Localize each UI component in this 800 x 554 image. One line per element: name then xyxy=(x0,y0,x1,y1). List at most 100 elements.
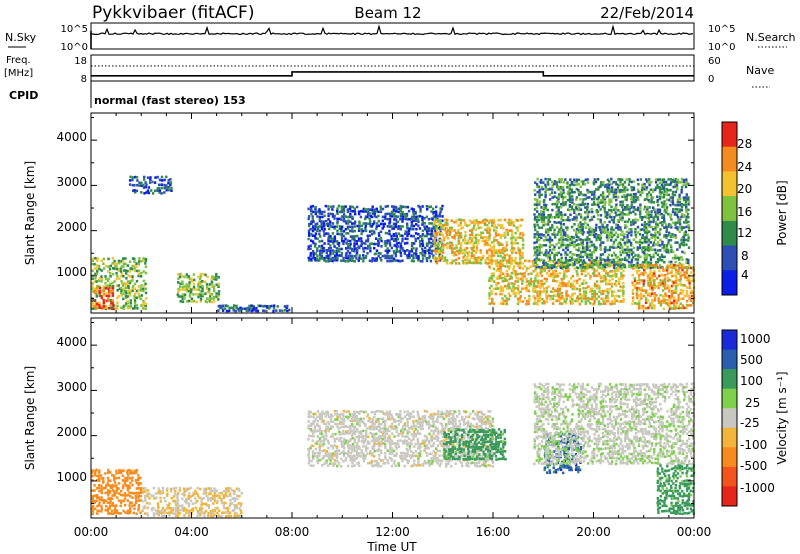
data-cell xyxy=(395,250,398,253)
data-cell xyxy=(640,272,643,275)
data-cell xyxy=(331,259,334,263)
data-cell xyxy=(373,208,376,211)
data-cell xyxy=(340,218,343,221)
data-cell xyxy=(474,241,478,244)
data-cell xyxy=(91,305,94,308)
data-cell xyxy=(336,222,339,225)
data-cell xyxy=(310,459,313,463)
data-cell xyxy=(626,248,629,251)
data-cell xyxy=(683,234,686,237)
data-cell xyxy=(514,241,518,245)
data-cell xyxy=(615,266,618,270)
data-cell xyxy=(640,279,644,282)
data-cell xyxy=(91,307,94,310)
data-cell xyxy=(681,292,684,295)
data-cell xyxy=(636,261,639,265)
data-cell xyxy=(331,240,334,243)
data-cell xyxy=(414,232,418,235)
data-cell xyxy=(106,501,110,504)
data-cell xyxy=(217,276,220,279)
data-cell xyxy=(131,289,134,293)
data-cell xyxy=(541,267,544,271)
data-cell xyxy=(668,295,671,298)
data-cell xyxy=(652,228,655,231)
data-cell xyxy=(419,251,422,255)
data-cell xyxy=(167,185,170,189)
data-cell xyxy=(457,239,460,243)
data-cell xyxy=(183,275,186,279)
data-cell xyxy=(586,297,590,300)
data-cell xyxy=(153,497,156,500)
data-cell xyxy=(181,280,184,283)
data-cell xyxy=(591,203,594,206)
data-cell xyxy=(630,233,633,237)
data-cell xyxy=(646,193,649,196)
data-cell xyxy=(118,492,121,495)
data-cell xyxy=(536,185,539,189)
data-cell xyxy=(626,188,629,192)
data-cell xyxy=(657,241,660,244)
data-cell xyxy=(575,259,579,263)
data-cell xyxy=(678,256,681,260)
data-cell xyxy=(351,217,354,220)
data-cell xyxy=(470,254,473,257)
data-cell xyxy=(673,213,677,216)
data-cell xyxy=(665,227,669,231)
data-cell xyxy=(590,216,593,219)
data-cell xyxy=(505,228,508,232)
data-cell xyxy=(663,210,666,213)
data-cell xyxy=(647,191,651,194)
data-cell xyxy=(358,212,361,216)
data-cell xyxy=(131,483,134,487)
data-cell xyxy=(333,259,337,262)
data-cell xyxy=(124,511,127,514)
data-cell xyxy=(425,259,429,263)
data-cell xyxy=(183,490,186,493)
data-cell xyxy=(133,299,137,302)
data-cell xyxy=(598,261,601,265)
data-cell xyxy=(109,284,112,288)
data-cell xyxy=(582,295,586,298)
data-cell xyxy=(597,203,600,207)
data-cell xyxy=(360,242,363,246)
data-cell xyxy=(552,287,555,290)
data-cell xyxy=(307,424,310,428)
data-cell xyxy=(653,269,656,273)
data-cell xyxy=(643,256,646,259)
data-cell xyxy=(642,273,645,277)
data-cell xyxy=(623,248,627,252)
data-cell xyxy=(579,253,583,256)
data-cell xyxy=(117,476,121,480)
data-cell xyxy=(96,509,99,513)
data-cell xyxy=(199,507,202,510)
data-cell xyxy=(612,180,615,184)
data-cell xyxy=(321,449,324,453)
power-ytick-1000: 1000 xyxy=(56,265,87,279)
data-cell xyxy=(641,183,644,187)
data-cell xyxy=(584,178,587,182)
data-cell xyxy=(545,290,549,293)
data-cell xyxy=(133,282,137,286)
data-cell xyxy=(609,270,612,273)
data-cell xyxy=(536,223,539,227)
data-cell xyxy=(115,284,118,287)
data-cell xyxy=(502,259,505,262)
data-cell xyxy=(545,286,549,290)
data-cell xyxy=(324,259,328,263)
data-cell xyxy=(639,292,643,295)
data-cell xyxy=(431,218,435,221)
data-cell xyxy=(393,259,396,262)
data-cell xyxy=(637,269,641,272)
data-cell xyxy=(592,233,596,237)
data-cell xyxy=(565,264,568,267)
data-cell xyxy=(672,208,675,211)
noise-right-tick-bottom: 10^0 xyxy=(708,42,735,53)
data-cell xyxy=(227,489,230,493)
data-cell xyxy=(148,502,152,505)
data-cell xyxy=(403,242,407,245)
data-cell xyxy=(440,241,443,245)
data-cell xyxy=(667,188,670,192)
data-cell xyxy=(414,219,418,223)
data-cell xyxy=(663,284,667,287)
data-cell xyxy=(554,289,557,292)
